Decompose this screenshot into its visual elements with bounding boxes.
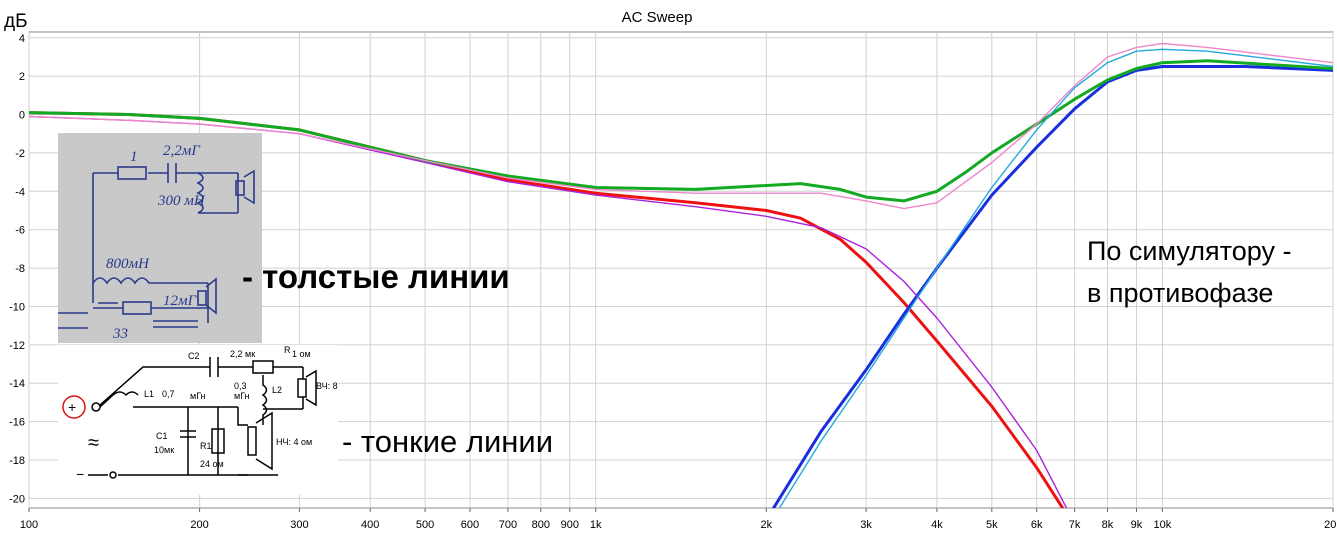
x-tick-label: 600 [461, 519, 479, 531]
schem-label-l2: L2 [272, 385, 282, 395]
x-tick-label: 700 [499, 519, 517, 531]
schem-label-r1-value: 24 ом [200, 459, 224, 469]
x-axis-ticks: 100 200 300 400 500 600 700 800 900 1k 2k 3k 4k 5k 6k 7… [20, 508, 1337, 531]
annotation-thick-lines: - толстые линии [242, 258, 510, 295]
y-tick-label: -18 [9, 455, 25, 467]
y-tick-label: -2 [15, 148, 25, 160]
y-tick-label: -14 [9, 378, 25, 390]
sketch-drawing: 1 2,2мГ 300 мН 800мН 12мГ 33 [58, 143, 255, 342]
series-group [29, 42, 1333, 508]
crossover-schematic: C2 2,2 мк R 1 ом ВЧ: 8 ом L1 0,7 мГн 0,3… [58, 345, 351, 495]
crossover-sketch-photo: 1 2,2мГ 300 мН 800мН 12мГ 33 [58, 133, 262, 343]
x-tick-label: 400 [361, 519, 379, 531]
x-tick-label: 2k [760, 519, 772, 531]
y-tick-label: -20 [9, 493, 25, 505]
sketch-label-1: 1 [130, 149, 138, 165]
y-tick-label: -12 [9, 340, 25, 352]
x-tick-label: 10k [1154, 519, 1172, 531]
x-tick-label: 6k [1031, 519, 1043, 531]
schem-label-l1-value: 0,7 [162, 389, 175, 399]
y-tick-label: -6 [15, 225, 25, 237]
y-tick-label: 4 [19, 33, 25, 45]
schem-label-r: R [284, 345, 291, 355]
x-tick-label: 3k [860, 519, 872, 531]
y-tick-label: -16 [9, 417, 25, 429]
schem-label-l1-unit: мГн [190, 391, 206, 401]
schem-label-c2: C2 [188, 351, 200, 361]
schem-label-c1-value: 10мк [154, 445, 174, 455]
x-tick-label: 900 [561, 519, 579, 531]
series-line-3 [29, 59, 1333, 203]
schem-label-tweeter: ВЧ: 8 ом [316, 381, 338, 391]
schem-label-woofer: НЧ: 4 ом [276, 437, 312, 447]
schem-label-l2-unit: мГн [234, 391, 250, 401]
annotation-simulator: По симулятору - в противофазе [1087, 230, 1291, 314]
y-tick-label: -4 [15, 186, 25, 198]
series-line-2 [771, 65, 1333, 508]
y-tick-label: -8 [15, 263, 25, 275]
schematic-drawing: C2 2,2 мк R 1 ом ВЧ: 8 ом L1 0,7 мГн 0,3… [62, 345, 351, 482]
x-tick-label: 1k [590, 519, 602, 531]
series-line-5 [778, 48, 1333, 508]
schem-label-l2-value: 0,3 [234, 381, 247, 391]
x-tick-label: 20k [1324, 519, 1337, 531]
sketch-label-4: 800мН [106, 256, 150, 272]
sketch-label-2: 2,2мГ [163, 143, 201, 159]
x-tick-label: 9k [1131, 519, 1143, 531]
schem-label-r-value: 1 ом [292, 349, 311, 359]
x-tick-label: 5k [986, 519, 998, 531]
annotation-simulator-line-1: По симулятору - [1087, 236, 1292, 266]
x-tick-label: 100 [20, 519, 38, 531]
x-tick-label: 300 [290, 519, 308, 531]
y-axis-ticks: 4 2 0 -2 -4 -6 -8 -10 -12 -14 -16 -18 -20 [9, 33, 25, 506]
x-tick-label: 800 [532, 519, 550, 531]
schem-plus-sign: + [68, 399, 76, 415]
annotation-thin-lines: - тонкие линии [342, 424, 554, 459]
x-tick-label: 200 [190, 519, 208, 531]
schem-minus-sign: − [76, 466, 84, 482]
chart-title: AC Sweep [622, 9, 693, 26]
schem-approx-sign: ≈ [88, 432, 99, 454]
sketch-label-3: 300 мН [157, 193, 206, 209]
x-tick-label: 4k [931, 519, 943, 531]
series-line-6 [29, 42, 1333, 210]
x-tick-label: 500 [416, 519, 434, 531]
schem-label-r1: R1 [200, 441, 212, 451]
x-tick-label: 7k [1069, 519, 1081, 531]
y-tick-label: 0 [19, 110, 25, 122]
sketch-label-6: 33 [112, 326, 128, 342]
schem-label-l1: L1 [144, 389, 154, 399]
schem-label-c2-value: 2,2 мк [230, 349, 255, 359]
x-tick-label: 8k [1102, 519, 1114, 531]
sketch-label-5: 12мГ [163, 293, 198, 309]
y-axis-unit-label: дБ [4, 11, 28, 32]
y-tick-label: -10 [9, 301, 25, 313]
annotation-simulator-line-2: в противофазе [1087, 278, 1274, 308]
y-tick-label: 2 [19, 71, 25, 83]
schem-label-c1: C1 [156, 431, 168, 441]
